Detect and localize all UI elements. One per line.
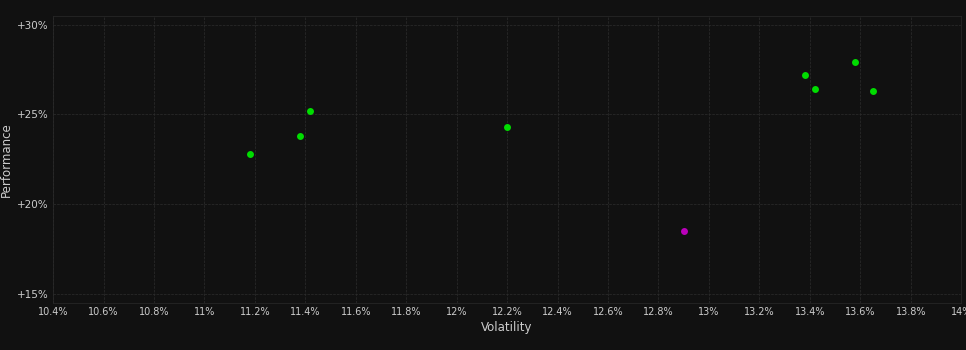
Point: [293, 133, 308, 139]
Point: [797, 72, 812, 78]
Y-axis label: Performance: Performance: [0, 122, 14, 197]
Point: [302, 108, 318, 114]
Point: [242, 151, 258, 157]
Point: [499, 124, 515, 130]
Point: [866, 88, 881, 94]
X-axis label: Volatility: Volatility: [481, 321, 533, 334]
Point: [847, 60, 863, 65]
Point: [676, 228, 692, 234]
Point: [808, 86, 823, 92]
